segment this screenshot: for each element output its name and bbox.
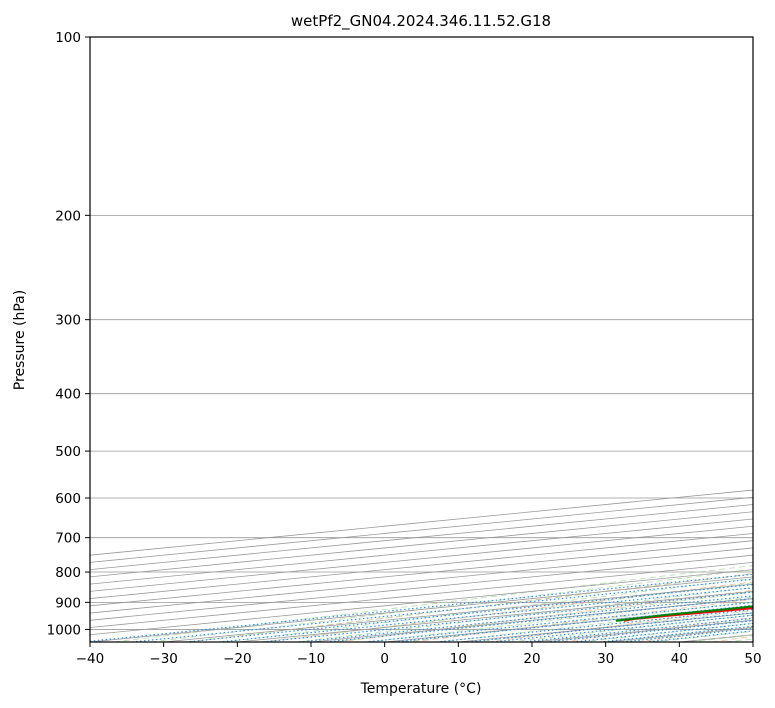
mixing-ratio-lines xyxy=(90,573,753,642)
x-tick-label: 40 xyxy=(671,651,688,667)
dry-adiabat-line xyxy=(263,581,753,642)
mixing-ratio-line xyxy=(299,595,753,642)
y-tick-label: 800 xyxy=(55,565,81,581)
isotherm-line xyxy=(90,504,753,571)
y-tick-label: 900 xyxy=(55,595,81,611)
x-tick-label: −10 xyxy=(297,651,326,667)
y-tick-label: 400 xyxy=(55,387,81,403)
x-axis-label: Temperature (°C) xyxy=(360,681,482,697)
x-tick-label: 50 xyxy=(744,651,761,667)
isotherm-line xyxy=(90,540,753,607)
isotherm-grid xyxy=(90,489,753,642)
isotherm-line xyxy=(90,518,753,585)
y-axis-ticks: 1000 900 800 700 600 500 400 300 200 100 xyxy=(47,30,90,638)
y-tick-label: 300 xyxy=(55,313,81,329)
x-tick-label: −40 xyxy=(76,651,105,667)
plot-frame xyxy=(89,36,754,643)
x-tick-label: 20 xyxy=(523,651,540,667)
chart-title: wetPf2_GN04.2024.346.11.52.G18 xyxy=(291,12,551,31)
x-tick-label: −20 xyxy=(223,651,252,667)
y-tick-label: 200 xyxy=(55,208,81,224)
isotherm-line xyxy=(90,525,753,592)
mixing-ratio-line xyxy=(185,584,753,642)
x-tick-label: 30 xyxy=(597,651,614,667)
isotherm-line xyxy=(90,533,753,599)
y-axis-label: Pressure (hPa) xyxy=(12,290,28,390)
x-tick-label: 10 xyxy=(450,651,467,667)
x-tick-label: −30 xyxy=(149,651,178,667)
isotherm-line xyxy=(90,496,753,563)
isotherm-line xyxy=(90,511,753,578)
moist-adiabat-line xyxy=(296,587,753,642)
y-tick-label: 600 xyxy=(55,491,81,507)
y-tick-label: 1000 xyxy=(47,622,81,638)
moist-adiabat-line xyxy=(187,573,753,642)
moist-adiabat-line xyxy=(223,577,753,642)
x-tick-label: 0 xyxy=(380,651,389,667)
mixing-ratio-line xyxy=(218,587,753,642)
moist-adiabat-line xyxy=(113,565,753,642)
y-tick-label: 500 xyxy=(55,444,81,460)
mixing-ratio-line xyxy=(262,591,753,642)
x-axis-ticks: −40 −30 −20 −10 0 10 20 30 40 50 xyxy=(76,642,762,667)
moist-adiabat-line xyxy=(367,596,753,642)
isotherm-line xyxy=(90,489,753,556)
moist-adiabat-line xyxy=(260,582,753,642)
plot-area: 0.10.20.40.611.52346810131620253036-100-… xyxy=(90,37,753,642)
y-tick-label: 700 xyxy=(55,531,81,547)
y-tick-label: 100 xyxy=(55,30,81,46)
